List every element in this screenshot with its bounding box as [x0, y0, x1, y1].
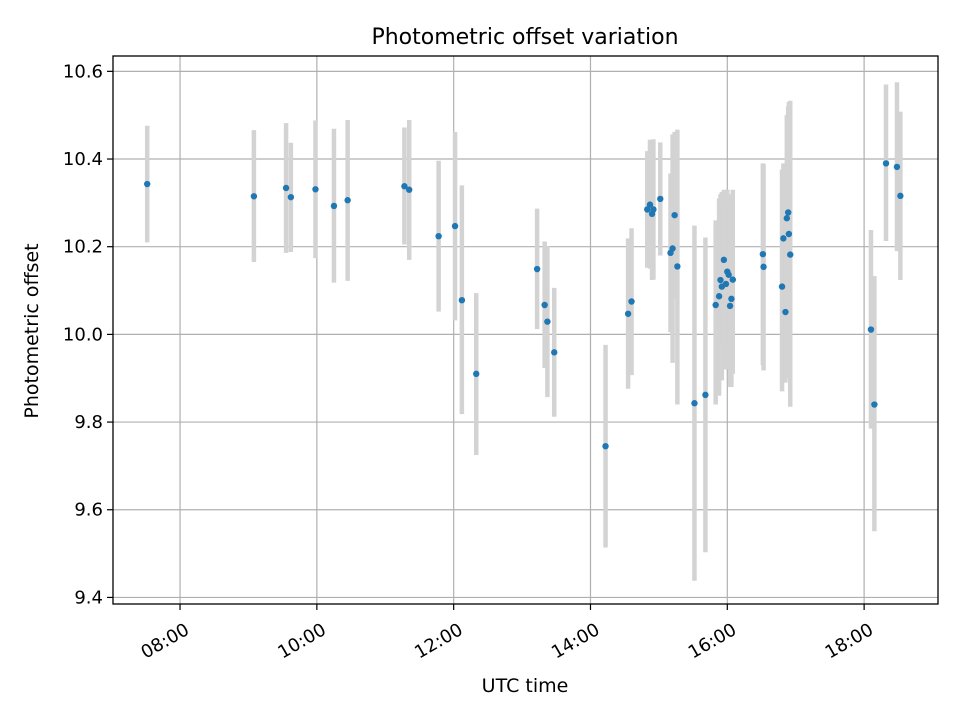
data-point [722, 280, 730, 288]
data-point [759, 250, 767, 258]
data-point [702, 391, 709, 399]
data-point [312, 186, 319, 193]
data-point [646, 201, 654, 208]
data-point [720, 256, 728, 264]
data-point [785, 230, 793, 238]
data-point [602, 442, 609, 450]
grid [113, 56, 938, 604]
data-point [729, 276, 736, 283]
data-point [435, 232, 442, 240]
data-point [544, 318, 551, 325]
data-point [671, 211, 678, 219]
plot-area-frame [112, 55, 939, 605]
data-point [282, 184, 290, 192]
data-point [712, 301, 719, 309]
data-point [657, 195, 664, 203]
error-bars [144, 82, 903, 581]
x-tick-label: 14:00 [548, 619, 603, 663]
data-point [897, 192, 904, 200]
x-tick-label: 10:00 [274, 619, 329, 663]
data-point [401, 183, 408, 190]
axis-ticks: 08:00 10:00 12:00 14:00 16:00 18:00 9.4 9.6 9.8 1… [63, 61, 877, 663]
data-point [780, 235, 787, 242]
data-point [778, 283, 786, 290]
y-tick-label: 10.6 [63, 61, 103, 82]
data-point [330, 202, 338, 210]
data-point [728, 295, 735, 303]
y-tick-label: 9.4 [74, 587, 103, 608]
data-point [784, 209, 792, 216]
data-point [717, 276, 724, 284]
data-point [867, 326, 875, 333]
x-axis-label: UTC time [482, 675, 569, 697]
x-tick-label: 16:00 [685, 619, 740, 663]
data-point [344, 197, 351, 204]
y-tick-label: 10.2 [63, 237, 103, 258]
data-point [406, 186, 413, 193]
data-point [893, 163, 901, 171]
x-tick-label: 08:00 [138, 619, 193, 663]
data-point [726, 302, 734, 310]
data-point [628, 298, 635, 305]
data-point [473, 370, 480, 378]
data-point [787, 251, 794, 258]
data-point [624, 310, 632, 317]
data-point [691, 400, 698, 407]
data-point [533, 265, 541, 273]
data-point [783, 215, 791, 222]
data-point [715, 293, 723, 300]
y-axis-label: Photometric offset [21, 243, 43, 418]
data-point [144, 180, 151, 188]
data-point [725, 271, 732, 278]
data-points [144, 160, 904, 450]
data-point [760, 263, 767, 271]
data-point [458, 296, 466, 304]
y-tick-label: 9.8 [74, 412, 103, 433]
x-tick-label: 12:00 [411, 619, 466, 663]
data-point [871, 401, 878, 408]
y-tick-label: 10.0 [63, 324, 103, 345]
data-point [644, 206, 651, 213]
data-point [650, 206, 657, 213]
y-tick-label: 9.6 [74, 500, 103, 521]
x-tick-label: 18:00 [822, 619, 877, 663]
data-point [882, 160, 890, 167]
y-tick-label: 10.4 [63, 149, 103, 170]
data-point [250, 193, 258, 200]
data-point [451, 222, 459, 230]
data-point [541, 301, 548, 309]
chart-title: Photometric offset variation [371, 25, 678, 50]
data-point [782, 308, 789, 316]
data-point [669, 245, 676, 252]
data-point [551, 349, 558, 356]
data-point [674, 263, 681, 270]
data-point [287, 193, 295, 201]
